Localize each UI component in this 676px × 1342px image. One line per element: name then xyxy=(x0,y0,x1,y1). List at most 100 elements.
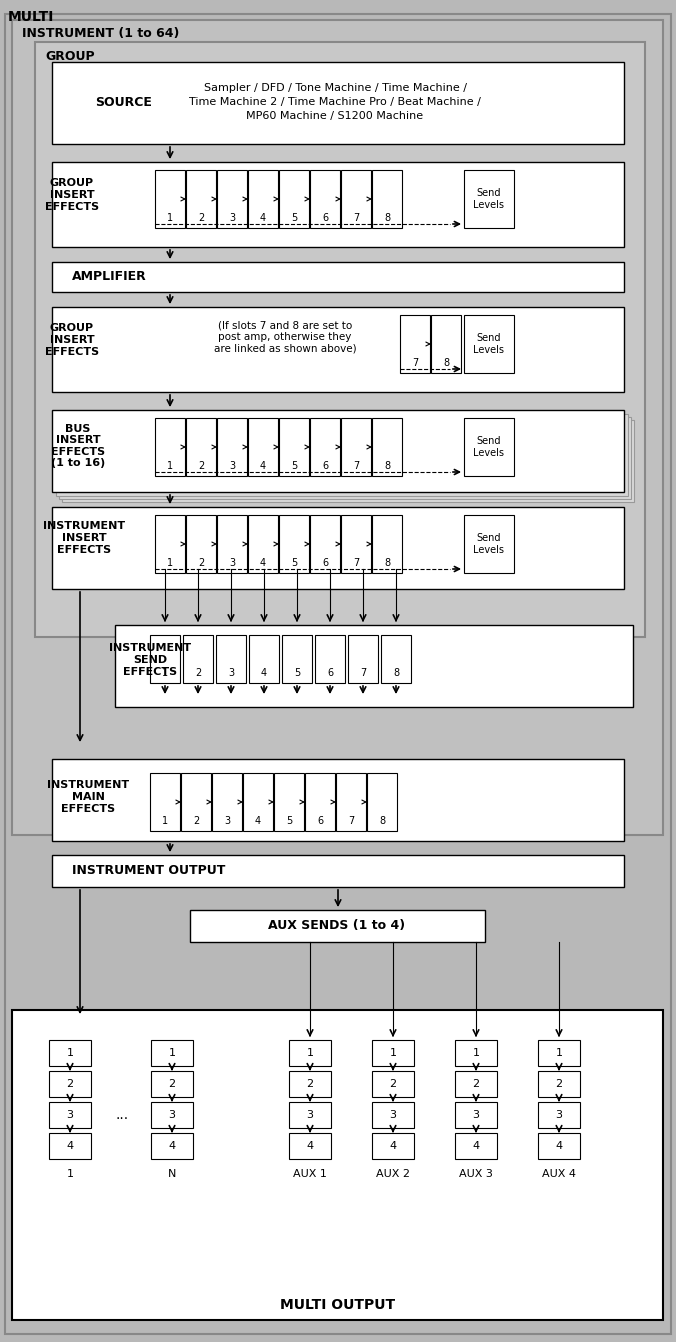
Text: Send
Levels: Send Levels xyxy=(473,533,504,554)
Bar xyxy=(186,417,216,476)
Bar xyxy=(248,170,278,228)
Bar xyxy=(52,262,624,293)
Text: 6: 6 xyxy=(322,558,328,568)
Text: AUX 2: AUX 2 xyxy=(376,1169,410,1180)
Text: 2: 2 xyxy=(195,668,201,678)
Bar xyxy=(190,910,485,942)
Text: 5: 5 xyxy=(291,213,297,223)
Text: AUX 4: AUX 4 xyxy=(542,1169,576,1180)
Text: 2: 2 xyxy=(556,1079,562,1088)
Text: GROUP
INSERT
EFFECTS: GROUP INSERT EFFECTS xyxy=(45,178,99,212)
Bar xyxy=(52,162,624,247)
Text: Send
Levels: Send Levels xyxy=(473,333,504,354)
Text: 5: 5 xyxy=(291,558,297,568)
Bar xyxy=(186,170,216,228)
Bar xyxy=(248,417,278,476)
Text: 3: 3 xyxy=(306,1110,314,1121)
Text: 3: 3 xyxy=(229,558,235,568)
Bar xyxy=(243,773,273,831)
Text: 4: 4 xyxy=(260,558,266,568)
Bar xyxy=(150,773,180,831)
Text: 1: 1 xyxy=(167,462,173,471)
Bar xyxy=(186,515,216,573)
Bar xyxy=(455,1040,497,1066)
Text: 1: 1 xyxy=(162,816,168,825)
Bar xyxy=(217,170,247,228)
Text: 4: 4 xyxy=(473,1141,479,1151)
Text: 5: 5 xyxy=(291,462,297,471)
Text: 4: 4 xyxy=(255,816,261,825)
Text: N: N xyxy=(168,1169,176,1180)
Text: 8: 8 xyxy=(443,358,449,368)
Text: 2: 2 xyxy=(168,1079,176,1088)
Text: 3: 3 xyxy=(556,1110,562,1121)
Bar xyxy=(289,1102,331,1129)
Text: MULTI: MULTI xyxy=(8,9,54,24)
Bar xyxy=(464,315,514,373)
Text: 1: 1 xyxy=(66,1169,74,1180)
Text: 7: 7 xyxy=(353,462,359,471)
Text: Send
Levels: Send Levels xyxy=(473,436,504,458)
Bar xyxy=(282,635,312,683)
Bar xyxy=(151,1040,193,1066)
Text: 1: 1 xyxy=(168,1048,176,1057)
Text: INSTRUMENT
INSERT
EFFECTS: INSTRUMENT INSERT EFFECTS xyxy=(43,522,125,554)
Bar xyxy=(151,1102,193,1129)
Bar xyxy=(455,1133,497,1159)
Text: 4: 4 xyxy=(306,1141,314,1151)
Text: 3: 3 xyxy=(229,213,235,223)
Bar xyxy=(212,773,242,831)
Bar xyxy=(464,515,514,573)
Text: 1: 1 xyxy=(167,213,173,223)
Text: 3: 3 xyxy=(229,462,235,471)
Text: 1: 1 xyxy=(66,1048,74,1057)
Text: 4: 4 xyxy=(389,1141,397,1151)
Bar xyxy=(289,1133,331,1159)
Bar xyxy=(52,507,624,589)
Text: 2: 2 xyxy=(198,213,204,223)
Text: 2: 2 xyxy=(198,462,204,471)
Bar xyxy=(217,515,247,573)
Text: 7: 7 xyxy=(353,558,359,568)
Bar xyxy=(56,413,628,497)
Text: 2: 2 xyxy=(198,558,204,568)
Text: 5: 5 xyxy=(286,816,292,825)
Bar xyxy=(49,1102,91,1129)
Text: 3: 3 xyxy=(228,668,234,678)
Text: 3: 3 xyxy=(168,1110,176,1121)
Text: INSTRUMENT OUTPUT: INSTRUMENT OUTPUT xyxy=(72,864,225,878)
Bar xyxy=(52,411,624,493)
Bar xyxy=(348,635,378,683)
Text: 8: 8 xyxy=(379,816,385,825)
Bar xyxy=(248,515,278,573)
Text: GROUP
INSERT
EFFECTS: GROUP INSERT EFFECTS xyxy=(45,323,99,357)
Bar xyxy=(279,515,309,573)
Bar xyxy=(12,1011,663,1321)
Text: 8: 8 xyxy=(384,462,390,471)
Text: 1: 1 xyxy=(167,558,173,568)
Bar xyxy=(464,417,514,476)
Text: INSTRUMENT (1 to 64): INSTRUMENT (1 to 64) xyxy=(22,27,179,40)
Text: 2: 2 xyxy=(66,1079,74,1088)
Text: 3: 3 xyxy=(389,1110,397,1121)
Text: 4: 4 xyxy=(66,1141,74,1151)
Text: MULTI OUTPUT: MULTI OUTPUT xyxy=(281,1298,395,1312)
Text: 6: 6 xyxy=(322,213,328,223)
Bar xyxy=(372,1102,414,1129)
Text: 8: 8 xyxy=(384,558,390,568)
Bar xyxy=(115,625,633,707)
Text: 7: 7 xyxy=(348,816,354,825)
Bar xyxy=(216,635,246,683)
Bar xyxy=(305,773,335,831)
Text: 6: 6 xyxy=(327,668,333,678)
Text: 1: 1 xyxy=(162,668,168,678)
Bar xyxy=(274,773,304,831)
Text: 1: 1 xyxy=(473,1048,479,1057)
Text: 5: 5 xyxy=(294,668,300,678)
Text: 4: 4 xyxy=(261,668,267,678)
Bar xyxy=(52,760,624,841)
Bar xyxy=(49,1133,91,1159)
Text: 3: 3 xyxy=(473,1110,479,1121)
Bar xyxy=(155,515,185,573)
Text: 1: 1 xyxy=(306,1048,314,1057)
